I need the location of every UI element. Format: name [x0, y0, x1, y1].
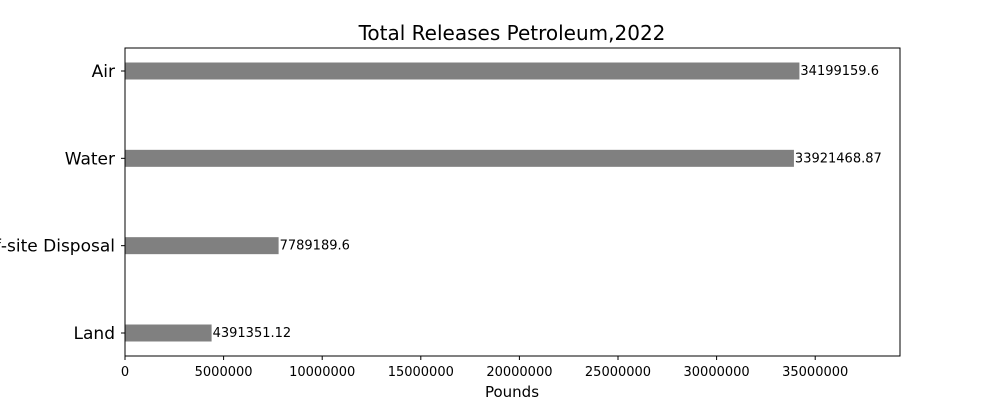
- data-labels: 34199159.6 33921468.87 7789189.6 4391351.12: [213, 64, 882, 341]
- category-labels: Air Water Off-site Disposal Land: [0, 62, 125, 344]
- x-tick-label: 10000000: [289, 365, 355, 380]
- plot-frame: [124, 47, 901, 357]
- x-axis-label: Pounds: [485, 383, 539, 400]
- x-tick-label: 5000000: [195, 365, 253, 380]
- bar-land: [125, 324, 212, 342]
- category-label: Land: [74, 324, 115, 344]
- bar-air: [125, 62, 800, 80]
- chart-title: Total Releases Petroleum,2022: [358, 21, 666, 45]
- data-label: 33921468.87: [795, 151, 882, 166]
- data-label: 7789189.6: [280, 239, 350, 254]
- x-tick-label: 15000000: [388, 365, 454, 380]
- x-tick-label: 20000000: [486, 365, 552, 380]
- category-label: Off-site Disposal: [0, 237, 115, 257]
- x-ticks: 0 5000000 10000000 15000000 20000000 25000000…: [121, 356, 848, 380]
- data-label: 34199159.6: [800, 64, 879, 79]
- x-tick-label: 0: [121, 365, 129, 380]
- category-label: Water: [65, 149, 115, 169]
- x-tick-label: 30000000: [684, 365, 750, 380]
- x-tick-label: 25000000: [585, 365, 651, 380]
- data-label: 4391351.12: [213, 326, 292, 341]
- category-label: Air: [92, 62, 115, 82]
- bar-water: [125, 149, 794, 167]
- x-tick-label: 35000000: [782, 365, 848, 380]
- bar-off-site-disposal: [125, 237, 279, 255]
- bars-group: [125, 62, 800, 342]
